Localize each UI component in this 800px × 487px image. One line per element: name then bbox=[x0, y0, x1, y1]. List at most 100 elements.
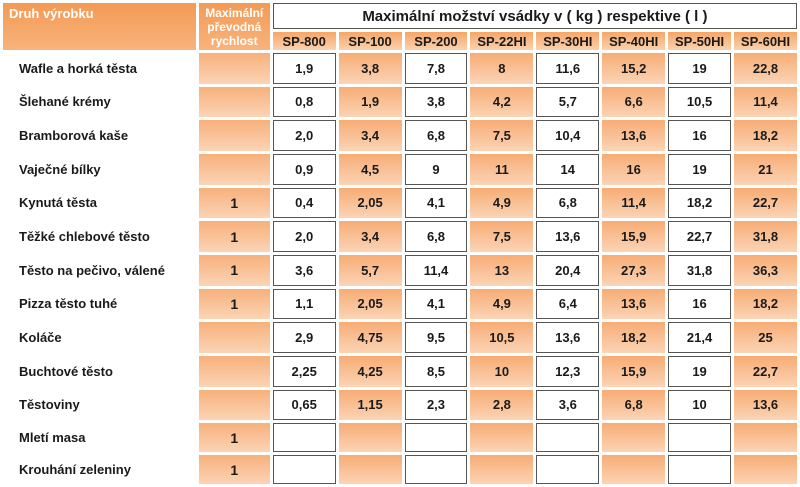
capacity-cell: 3,8 bbox=[338, 53, 402, 84]
capacity-cell: 4,1 bbox=[404, 187, 468, 219]
max-speed-cell: 1 bbox=[198, 187, 270, 219]
table-body: Wafle a horká těsta 1,9 3,8 7,8 8 11,6 15,2 19 2… bbox=[3, 53, 797, 484]
capacity-cell: 18,2 bbox=[734, 288, 797, 320]
capacity-cell: 3,4 bbox=[338, 120, 402, 151]
max-speed-cell bbox=[198, 86, 270, 118]
header-row-top: Druh výrobku Maximální převodná rychlost… bbox=[3, 3, 797, 50]
max-speed-cell bbox=[198, 153, 270, 185]
table-row: Těstoviny 0,65 1,15 2,3 2,8 3,6 6,8 10 13,6 bbox=[3, 389, 797, 421]
product-name: Krouhání zeleniny bbox=[3, 455, 196, 484]
capacity-cell: 16 bbox=[668, 288, 731, 320]
capacity-cell: 5,7 bbox=[536, 86, 600, 118]
capacity-cell: 6,8 bbox=[404, 120, 468, 151]
table-row: Šlehané krémy 0,8 1,9 3,8 4,2 5,7 6,6 10,5 11,4 bbox=[3, 86, 797, 118]
capacity-cell: 6,6 bbox=[602, 86, 666, 118]
product-column-header: Druh výrobku bbox=[3, 3, 196, 50]
model-header: SP-50HI bbox=[668, 32, 731, 50]
capacity-cell: 19 bbox=[668, 153, 731, 185]
capacity-cell: 1,9 bbox=[272, 53, 336, 84]
capacity-cell: 13,6 bbox=[734, 389, 797, 421]
capacity-cell: 22,7 bbox=[734, 355, 797, 387]
capacity-cell: 7,8 bbox=[404, 53, 468, 84]
capacity-cell: 2,05 bbox=[338, 288, 402, 320]
product-name: Šlehané krémy bbox=[3, 86, 196, 118]
capacity-cell: 10,5 bbox=[470, 322, 534, 353]
capacity-cell: 14 bbox=[536, 153, 600, 185]
capacity-cell: 1,15 bbox=[338, 389, 402, 421]
product-name: Vaječné bílky bbox=[3, 153, 196, 185]
capacity-cell: 3,6 bbox=[272, 254, 336, 286]
capacity-cell: 4,5 bbox=[338, 153, 402, 185]
capacity-cell: 22,7 bbox=[734, 187, 797, 219]
capacity-cell: 19 bbox=[668, 355, 731, 387]
capacity-cell: 13,6 bbox=[602, 120, 666, 151]
capacity-cell: 21 bbox=[734, 153, 797, 185]
max-speed-cell bbox=[198, 53, 270, 84]
capacity-cell: 9 bbox=[404, 153, 468, 185]
capacity-cell bbox=[272, 423, 336, 453]
capacity-cell: 18,2 bbox=[668, 187, 731, 219]
capacity-cell bbox=[404, 423, 468, 453]
capacity-cell: 11,4 bbox=[734, 86, 797, 118]
product-name: Kynutá těsta bbox=[3, 187, 196, 219]
capacity-cell: 22,7 bbox=[668, 221, 731, 252]
capacity-cell: 2,9 bbox=[272, 322, 336, 353]
capacity-cell: 10 bbox=[668, 389, 731, 421]
capacity-cell: 8,5 bbox=[404, 355, 468, 387]
capacity-cell: 0,4 bbox=[272, 187, 336, 219]
capacity-cell: 36,3 bbox=[734, 254, 797, 286]
capacity-cell: 7,5 bbox=[470, 221, 534, 252]
capacity-cell: 2,25 bbox=[272, 355, 336, 387]
capacity-cell: 0,65 bbox=[272, 389, 336, 421]
product-name: Pizza těsto tuhé bbox=[3, 288, 196, 320]
capacity-cell: 4,25 bbox=[338, 355, 402, 387]
product-name: Těstoviny bbox=[3, 389, 196, 421]
capacity-cell: 21,4 bbox=[668, 322, 731, 353]
table-row: Pizza těsto tuhé 1 1,1 2,05 4,1 4,9 6,4 13,6 16 1… bbox=[3, 288, 797, 320]
capacity-cell: 5,7 bbox=[338, 254, 402, 286]
capacity-cell: 16 bbox=[668, 120, 731, 151]
capacity-cell bbox=[470, 455, 534, 484]
capacity-title: Maximální možství vsádky v ( kg ) respek… bbox=[272, 3, 797, 29]
capacity-cell bbox=[470, 423, 534, 453]
capacity-cell: 15,9 bbox=[602, 355, 666, 387]
table-row: Těsto na pečivo, válené 1 3,6 5,7 11,4 13 20,4… bbox=[3, 254, 797, 286]
capacity-cell: 31,8 bbox=[734, 221, 797, 252]
table-row: Vaječné bílky 0,9 4,5 9 11 14 16 19 21 bbox=[3, 153, 797, 185]
capacity-cell: 10 bbox=[470, 355, 534, 387]
capacity-cell bbox=[734, 455, 797, 484]
capacity-cell: 6,8 bbox=[602, 389, 666, 421]
capacity-cell: 11,4 bbox=[404, 254, 468, 286]
capacity-cell: 11,4 bbox=[602, 187, 666, 219]
header-row-models: SP-800 SP-100 SP-200 SP-22HI SP-30HI SP-… bbox=[3, 32, 797, 50]
capacity-cell: 18,2 bbox=[602, 322, 666, 353]
max-speed-cell bbox=[198, 355, 270, 387]
capacity-cell: 19 bbox=[668, 53, 731, 84]
capacity-cell: 27,3 bbox=[602, 254, 666, 286]
capacity-cell bbox=[734, 423, 797, 453]
capacity-cell: 2,0 bbox=[272, 221, 336, 252]
capacity-cell: 2,3 bbox=[404, 389, 468, 421]
capacity-cell: 20,4 bbox=[536, 254, 600, 286]
table-row: Wafle a horká těsta 1,9 3,8 7,8 8 11,6 15,2 19 2… bbox=[3, 53, 797, 84]
capacity-cell bbox=[668, 423, 731, 453]
model-header: SP-100 bbox=[338, 32, 402, 50]
capacity-cell bbox=[404, 455, 468, 484]
capacity-cell: 0,9 bbox=[272, 153, 336, 185]
capacity-cell bbox=[338, 423, 402, 453]
product-name: Koláče bbox=[3, 322, 196, 353]
capacity-cell: 4,75 bbox=[338, 322, 402, 353]
table-row: Kynutá těsta 1 0,4 2,05 4,1 4,9 6,8 11,4 18,2 22,… bbox=[3, 187, 797, 219]
capacity-cell: 13,6 bbox=[602, 288, 666, 320]
model-header: SP-30HI bbox=[536, 32, 600, 50]
capacity-cell: 3,8 bbox=[404, 86, 468, 118]
capacity-cell bbox=[602, 423, 666, 453]
capacity-cell: 3,6 bbox=[536, 389, 600, 421]
capacity-cell: 16 bbox=[602, 153, 666, 185]
capacity-cell: 2,0 bbox=[272, 120, 336, 151]
capacity-cell bbox=[536, 455, 600, 484]
capacity-cell: 15,2 bbox=[602, 53, 666, 84]
capacity-cell: 22,8 bbox=[734, 53, 797, 84]
model-header: SP-200 bbox=[404, 32, 468, 50]
